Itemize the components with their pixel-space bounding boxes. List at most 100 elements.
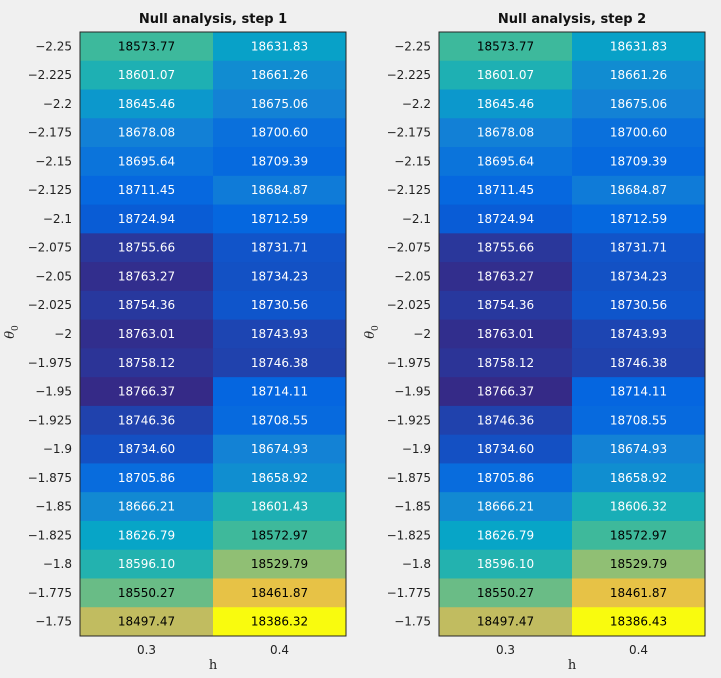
y-axis-label-symbol: θ	[363, 331, 378, 339]
cell-value-label: 18731.71	[610, 241, 667, 255]
cell-value-label: 18497.47	[477, 615, 534, 629]
cell-value-label: 18708.55	[610, 413, 667, 427]
cell-value-label: 18700.60	[610, 126, 667, 140]
heatmap-cell	[439, 319, 573, 349]
cell-value-label: 18572.97	[610, 528, 667, 542]
heatmap-cell	[80, 60, 214, 91]
heatmap-cell	[213, 405, 347, 436]
heatmap-cell	[439, 607, 573, 637]
heatmap-cell	[439, 463, 573, 493]
y-tick-label: −1.975	[28, 356, 72, 370]
cell-value-label: 18386.32	[251, 615, 308, 629]
heatmap-cell	[213, 319, 347, 349]
heatmap-cell	[572, 32, 706, 62]
chart-title: Null analysis, step 2	[498, 12, 646, 27]
cell-value-label: 18529.79	[610, 557, 667, 571]
cell-value-label: 18596.10	[477, 557, 534, 571]
cell-value-label: 18758.12	[477, 356, 534, 370]
cell-value-label: 18675.06	[251, 97, 308, 111]
cell-value-label: 18730.56	[610, 298, 667, 312]
heatmap-cell	[213, 434, 347, 464]
y-tick-labels: −2.25 −2.225 −2.2 −2.175 −2.15 −2.125 −2.1 −2.0…	[28, 39, 72, 628]
cell-value-label: 18714.11	[610, 385, 667, 399]
cell-value-label: 18763.01	[118, 327, 175, 341]
heatmap-cell	[213, 233, 347, 263]
heatmap-cell	[572, 204, 706, 234]
cell-value-label: 18709.39	[251, 154, 308, 168]
heatmap-cell	[213, 32, 347, 62]
cell-value-label: 18675.06	[610, 97, 667, 111]
heatmap-cell	[572, 233, 706, 263]
y-tick-label: −2.15	[394, 154, 431, 168]
y-tick-label: −1.75	[394, 615, 431, 629]
y-tick-label: −1.775	[387, 586, 431, 600]
y-tick-label: −2.175	[28, 126, 72, 140]
cell-value-label: 18766.37	[118, 385, 175, 399]
y-tick-label: −2	[54, 327, 72, 341]
heatmap-cell	[439, 549, 573, 579]
cell-value-label: 18746.38	[251, 356, 308, 370]
y-tick-label: −2.025	[387, 298, 431, 312]
cell-value-label: 18572.97	[251, 528, 308, 542]
cell-value-label: 18658.92	[251, 471, 308, 485]
heatmap-panel-step-2: Null analysis, step 2 18573.77 18631.8318…	[363, 12, 706, 673]
y-tick-label: −2.175	[387, 126, 431, 140]
cell-value-label: 18645.46	[118, 97, 175, 111]
heatmap-cell	[213, 377, 347, 407]
heatmap-cell	[572, 377, 706, 407]
heatmap-cell	[213, 607, 347, 637]
cell-value-label: 18734.23	[251, 269, 308, 283]
y-tick-label: −1.95	[35, 385, 72, 399]
y-tick-label: −2	[413, 327, 431, 341]
cell-value-label: 18712.59	[610, 212, 667, 226]
heatmap-cell	[439, 405, 573, 436]
heatmap-cell	[80, 549, 214, 579]
heatmap-cell	[439, 290, 573, 321]
x-tick-labels: 0.3 0.4	[137, 643, 289, 657]
cell-value-label: 18596.10	[118, 557, 175, 571]
heatmap-cell	[213, 175, 347, 206]
chart-title: Null analysis, step 1	[139, 12, 287, 27]
y-tick-label: −2.2	[402, 97, 431, 111]
cell-value-label: 18709.39	[610, 154, 667, 168]
cell-value-label: 18711.45	[477, 183, 534, 197]
heatmap-cell	[572, 549, 706, 579]
cell-value-label: 18601.07	[477, 68, 534, 82]
cell-value-label: 18684.87	[610, 183, 667, 197]
y-tick-label: −1.925	[387, 413, 431, 427]
x-tick-label: 0.3	[137, 643, 156, 657]
cell-value-label: 18674.93	[251, 442, 308, 456]
heatmap-cell	[439, 204, 573, 234]
y-tick-label: −2.1	[402, 212, 431, 226]
y-axis-label-subscript: 0	[11, 325, 21, 331]
y-tick-label: −1.875	[28, 471, 72, 485]
y-axis-label-symbol: θ	[3, 331, 18, 339]
y-tick-label: −1.85	[35, 500, 72, 514]
heatmap-cells: 18573.77 18631.83 18601.07 18661.26 18645.46…	[439, 32, 706, 637]
heatmap-cell	[439, 233, 573, 263]
heatmap-cell	[572, 118, 706, 148]
cell-value-label: 18766.37	[477, 385, 534, 399]
y-tick-label: −2.225	[387, 68, 431, 82]
heatmap-cell	[213, 492, 347, 522]
heatmap-cell	[80, 319, 214, 349]
y-tick-label: −1.8	[402, 557, 431, 571]
cell-value-label: 18730.56	[251, 298, 308, 312]
cell-value-label: 18763.27	[477, 269, 534, 283]
x-axis-label: h	[568, 658, 577, 673]
cell-value-label: 18674.93	[610, 442, 667, 456]
heatmap-panel-step-1: Null analysis, step 1 18573.77 18631.8318…	[3, 12, 347, 673]
heatmap-cell	[439, 32, 573, 62]
heatmap-cell	[80, 492, 214, 522]
cell-value-label: 18708.55	[251, 413, 308, 427]
cell-value-label: 18695.64	[477, 154, 534, 168]
y-tick-label: −1.95	[394, 385, 431, 399]
cell-value-label: 18678.08	[477, 126, 534, 140]
cell-value-label: 18658.92	[610, 471, 667, 485]
cell-value-label: 18731.71	[251, 241, 308, 255]
heatmap-cell	[572, 60, 706, 91]
heatmap-cell	[80, 233, 214, 263]
cell-value-label: 18746.36	[477, 413, 534, 427]
heatmap-cell	[80, 520, 214, 551]
y-tick-label: −2.075	[387, 241, 431, 255]
